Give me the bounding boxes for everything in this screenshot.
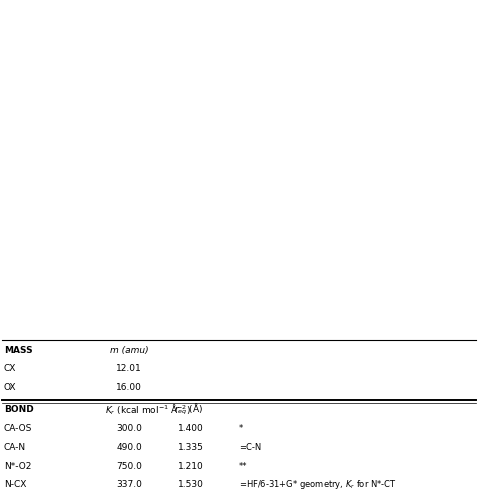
Text: =C-N: =C-N: [239, 443, 261, 452]
Text: 12.01: 12.01: [116, 365, 142, 373]
Text: m (amu): m (amu): [110, 346, 148, 355]
Text: 1.530: 1.530: [178, 481, 204, 490]
Text: =HF/6-31+G* geometry, $K_r$ for N*-CT: =HF/6-31+G* geometry, $K_r$ for N*-CT: [239, 478, 397, 492]
Text: N-CX: N-CX: [4, 481, 26, 490]
Text: CX: CX: [4, 365, 16, 373]
Text: *: *: [239, 424, 243, 433]
Text: MASS: MASS: [4, 346, 33, 355]
Text: 1.400: 1.400: [178, 424, 204, 433]
Text: 337.0: 337.0: [116, 481, 142, 490]
Text: 300.0: 300.0: [116, 424, 142, 433]
Text: **: **: [239, 462, 248, 471]
Text: 1.335: 1.335: [178, 443, 204, 452]
Text: 750.0: 750.0: [116, 462, 142, 471]
Text: 490.0: 490.0: [116, 443, 142, 452]
Text: $K_r$ (kcal mol$^{-1}$ Å$^{-2}$): $K_r$ (kcal mol$^{-1}$ Å$^{-2}$): [105, 402, 191, 417]
Text: 1.210: 1.210: [178, 462, 204, 471]
Text: N*-O2: N*-O2: [4, 462, 31, 471]
Text: CA-N: CA-N: [4, 443, 26, 452]
Text: OX: OX: [4, 383, 16, 392]
Text: CA-OS: CA-OS: [4, 424, 32, 433]
Text: $r_{eq}$ (Å): $r_{eq}$ (Å): [174, 402, 204, 417]
Text: 16.00: 16.00: [116, 383, 142, 392]
Text: BOND: BOND: [4, 405, 33, 414]
